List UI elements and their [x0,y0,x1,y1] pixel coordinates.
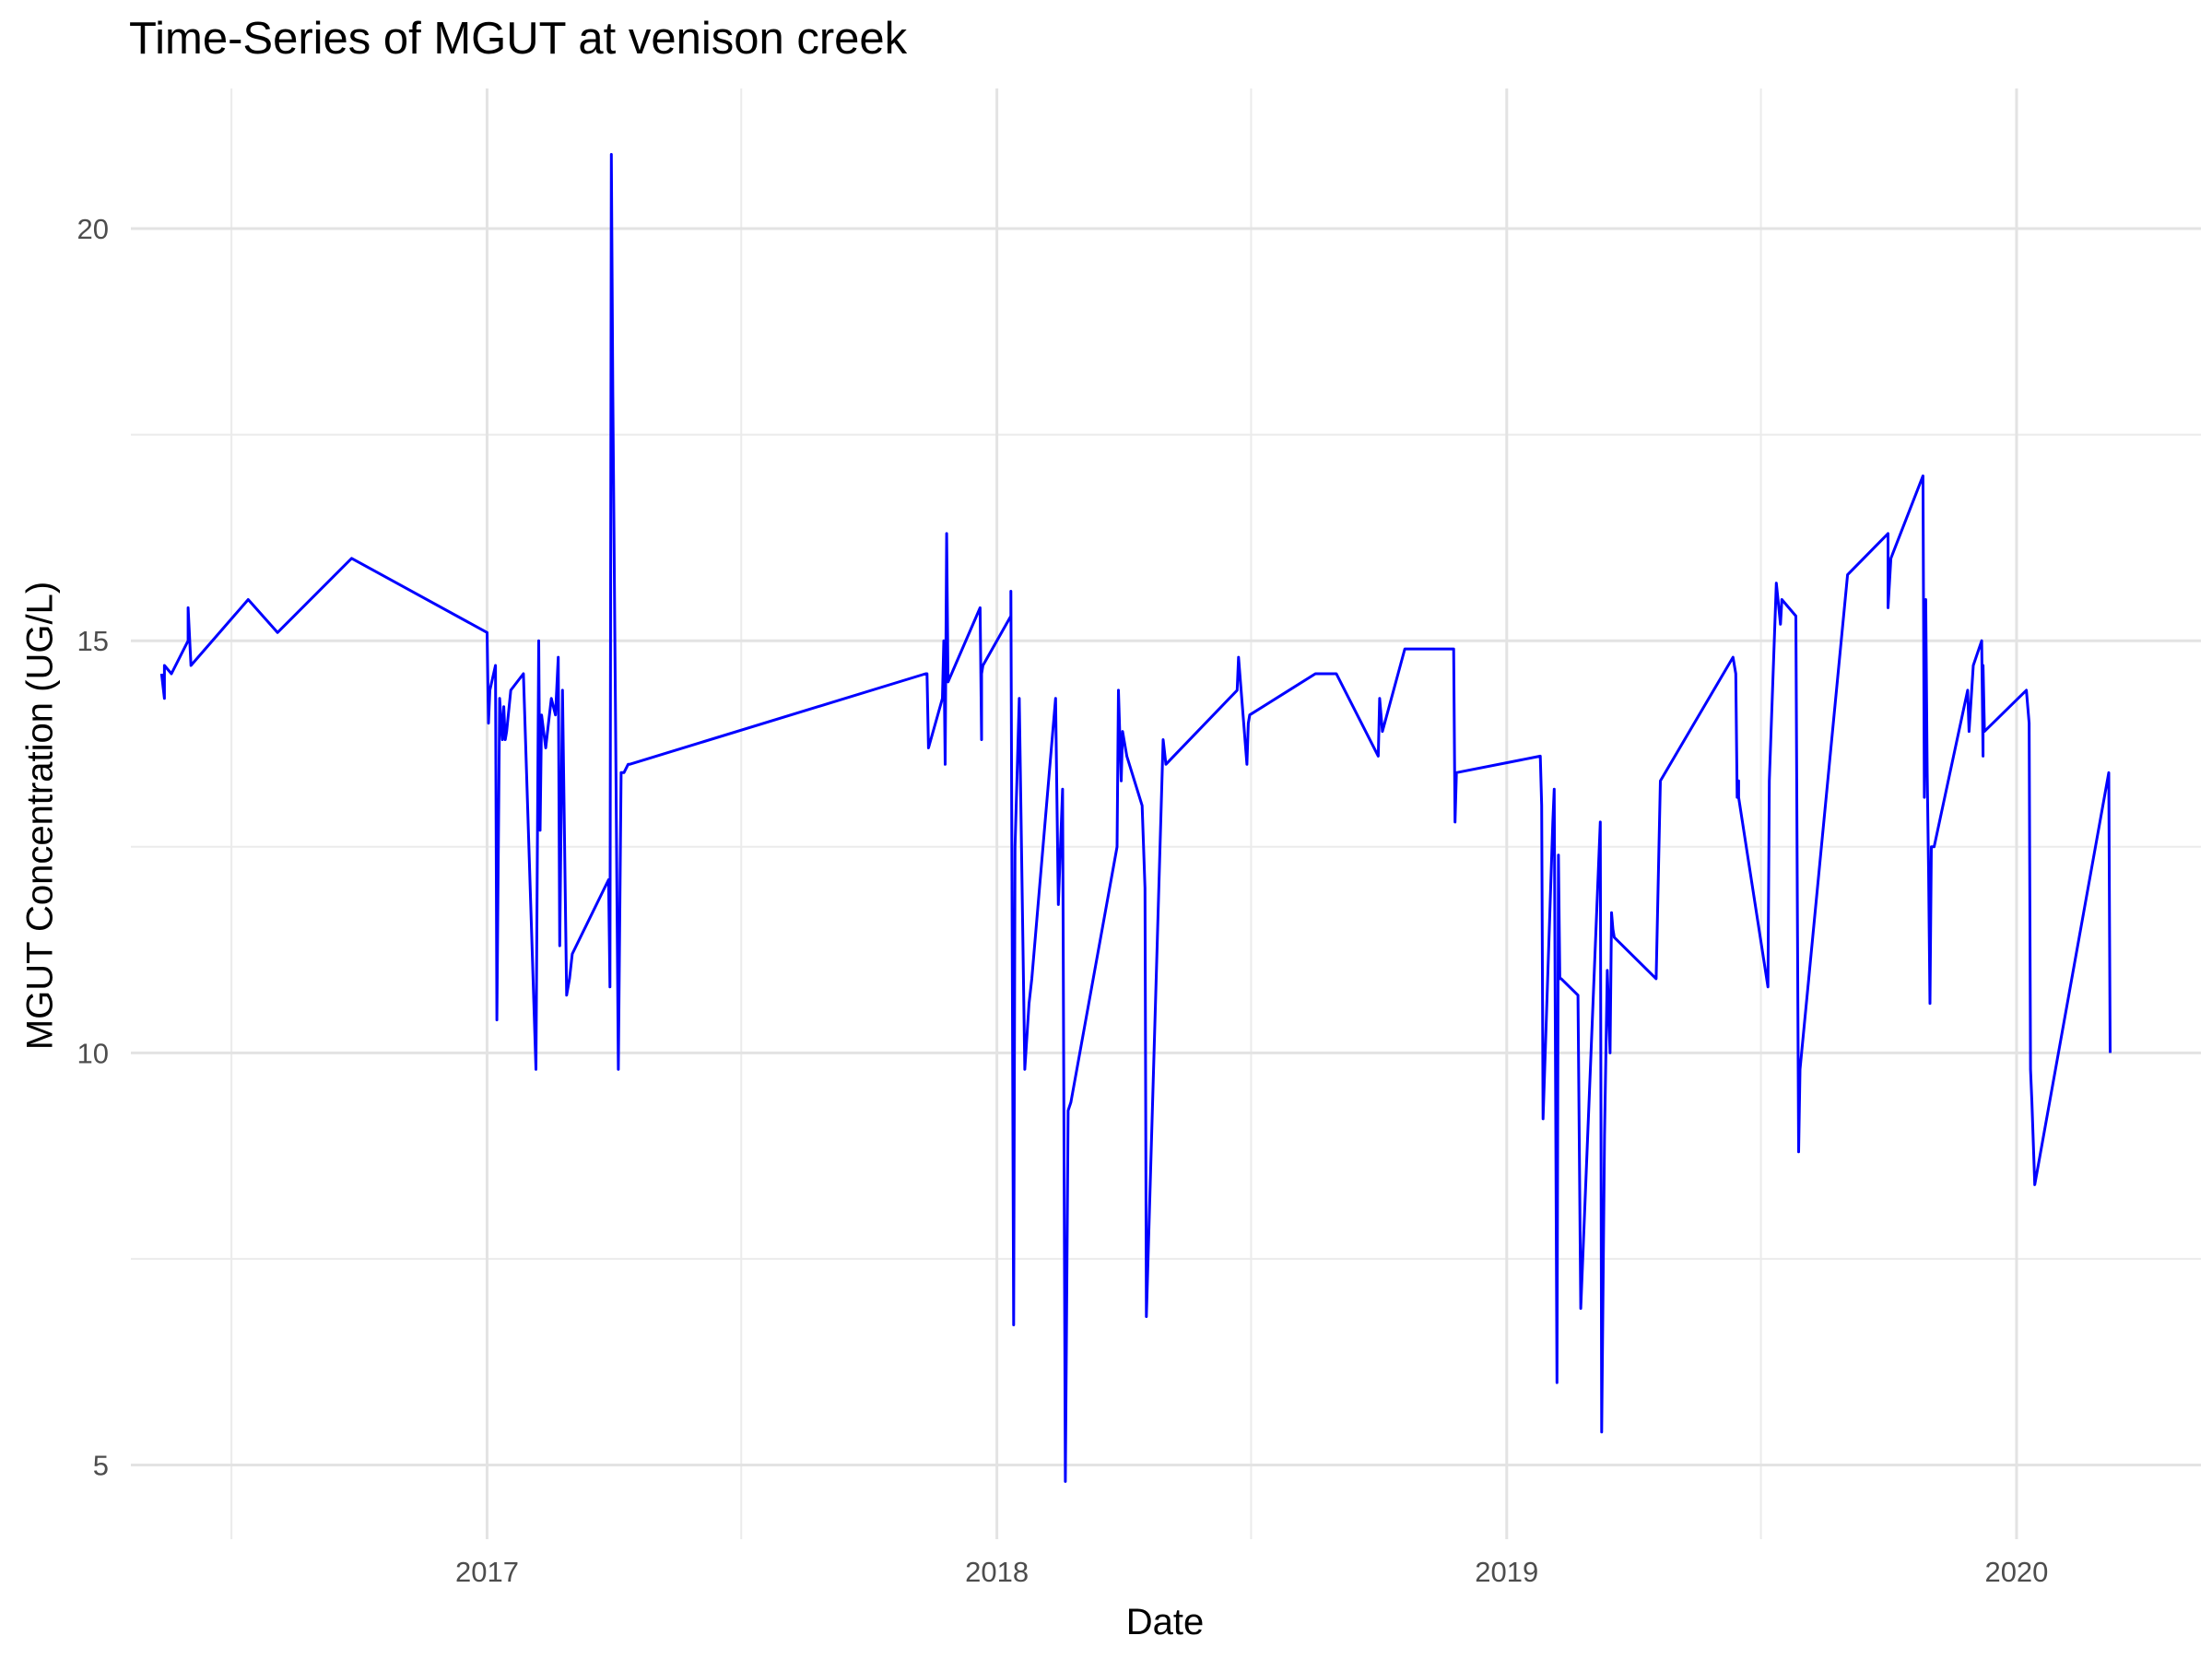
y-axis-label-text: MGUT Concentration (UG/L) [19,581,61,1051]
x-tick-label: 2017 [455,1556,519,1588]
chart-title: Time-Series of MGUT at venison creek [129,14,908,64]
y-tick-label: 5 [93,1450,109,1482]
y-tick-label: 10 [77,1037,109,1069]
x-tick-label: 2019 [1475,1556,1538,1588]
series-line [159,153,2112,1483]
y-tick-label: 20 [77,213,109,245]
tick-labels: 5 10 15 20 2017 2018 2019 2020 [77,213,2049,1588]
x-tick-label: 2020 [1984,1556,2048,1588]
y-tick-label: 15 [77,625,109,657]
x-tick-label: 2018 [965,1556,1029,1588]
grid-lines [131,88,2201,1539]
x-axis-label-text: Date [1125,1602,1205,1642]
data-series [159,153,2112,1483]
